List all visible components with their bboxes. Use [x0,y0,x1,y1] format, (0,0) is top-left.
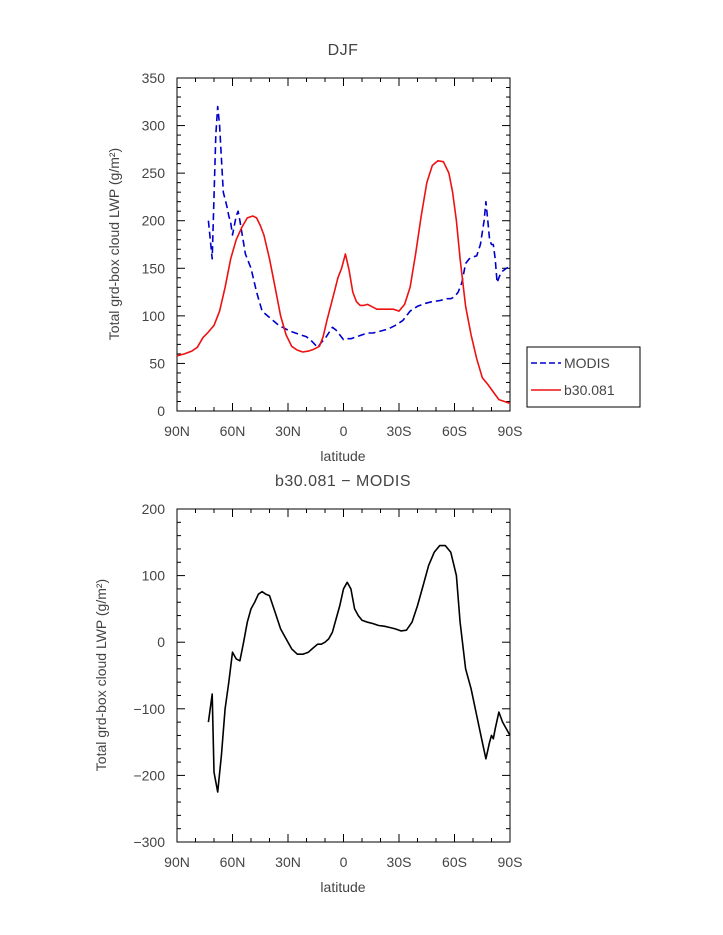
x-tick-label: 90N [164,854,190,870]
top-y-axis-label: Total grd-box cloud LWP (g/m²) [106,148,122,340]
x-tick-label: 90S [498,423,523,439]
series-line-difference [207,544,511,793]
x-tick-label: 60S [442,423,467,439]
series-line-b30081 [176,160,511,405]
bottom-axis-ticks: 90N 60N 30N 0 30S 60S 90S −300 −200 −100 0 100 200 [133,501,522,870]
bottom-chart-title: b30.081 − MODIS [275,473,411,490]
x-tick-label: 90S [498,854,523,870]
bottom-y-axis-label: Total grd-box cloud LWP (g/m²) [93,579,109,771]
y-tick-label: 250 [142,165,166,181]
y-tick-label: 0 [157,403,165,419]
legend: MODIS b30.081 [526,346,641,408]
y-tick-label: 100 [142,568,166,584]
top-series-group [176,105,511,405]
legend-label-b30081: b30.081 [564,382,615,398]
top-panel: DJF 90N 60N 30N 0 30S 60S 90S 0 50 100 150 200 250 30… [106,42,641,464]
y-tick-label: 150 [142,260,166,276]
bottom-x-axis-label: latitude [320,879,365,895]
x-tick-label: 30N [275,423,301,439]
y-tick-label: −300 [133,834,165,850]
y-tick-label: 100 [142,308,166,324]
x-tick-label: 60N [220,854,246,870]
y-tick-label: 350 [142,70,166,86]
x-tick-label: 0 [340,854,348,870]
legend-box [526,346,641,408]
y-tick-label: 200 [142,501,166,517]
y-tick-label: 300 [142,118,166,134]
top-x-axis-label: latitude [320,448,365,464]
y-tick-label: −200 [133,767,165,783]
x-tick-label: 0 [340,423,348,439]
top-axis-ticks: 90N 60N 30N 0 30S 60S 90S 0 50 100 150 200 250 300 350 [142,70,523,439]
x-tick-label: 90N [164,423,190,439]
bottom-series-group [207,544,511,793]
top-chart-title: DJF [328,42,359,59]
x-tick-label: 60S [442,854,467,870]
y-tick-label: 200 [142,213,166,229]
bottom-panel: b30.081 − MODIS 90N 60N 30N 0 30S 60S 90S −300 −… [93,473,522,895]
x-tick-label: 30S [387,423,412,439]
series-line-modis [207,105,511,349]
y-tick-label: 50 [149,355,165,371]
x-tick-label: 60N [220,423,246,439]
top-plot-frame [176,77,511,412]
bottom-plot-frame [176,508,511,843]
x-tick-label: 30N [275,854,301,870]
y-tick-label: 0 [157,634,165,650]
legend-label-modis: MODIS [564,355,610,371]
x-tick-label: 30S [387,854,412,870]
y-tick-label: −100 [133,701,165,717]
